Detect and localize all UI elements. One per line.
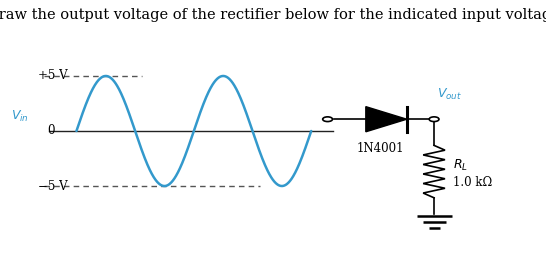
Text: +5 V: +5 V [38, 69, 68, 83]
Text: $V_{in}$: $V_{in}$ [11, 109, 29, 124]
Text: Draw the output voltage of the rectifier below for the indicated input voltage: Draw the output voltage of the rectifier… [0, 8, 546, 22]
Text: 1N4001: 1N4001 [357, 141, 405, 155]
Text: 0: 0 [47, 124, 55, 138]
Polygon shape [366, 107, 407, 132]
Text: $V_{out}$: $V_{out}$ [437, 87, 462, 102]
Text: $R_L$: $R_L$ [453, 157, 468, 173]
Text: −5 V: −5 V [38, 179, 68, 193]
Text: 1.0 kΩ: 1.0 kΩ [453, 176, 492, 189]
